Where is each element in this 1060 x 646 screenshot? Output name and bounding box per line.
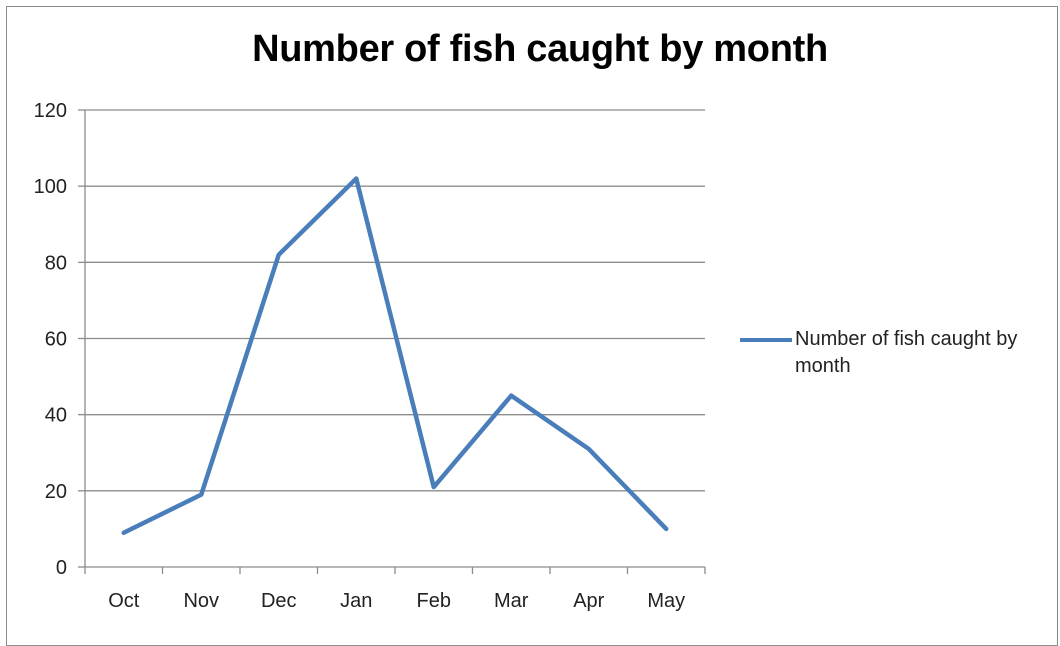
y-tick-label-0: 0 xyxy=(56,557,67,579)
x-tick-label-feb: Feb xyxy=(417,590,451,612)
x-tick-label-mar: Mar xyxy=(494,590,529,612)
line-chart: 0 20 40 60 80 100 120 Oct Nov Dec Jan Feb Mar Apr May xyxy=(0,0,1060,623)
series-layer xyxy=(124,178,667,532)
y-tick-label-100: 100 xyxy=(34,176,67,198)
gridlines xyxy=(85,110,705,491)
x-tick-label-oct: Oct xyxy=(108,590,140,612)
x-tick-label-dec: Dec xyxy=(261,590,297,612)
y-tick-label-80: 80 xyxy=(45,252,67,274)
x-tick-label-apr: Apr xyxy=(573,590,604,612)
tick-labels: 0 20 40 60 80 100 120 Oct Nov Dec Jan Feb Mar Apr May xyxy=(34,100,686,612)
legend-swatch xyxy=(740,338,792,342)
y-tick-label-20: 20 xyxy=(45,481,67,503)
axes xyxy=(78,110,705,574)
legend-label: Number of fish caught by month xyxy=(795,326,1055,380)
x-tick-label-may: May xyxy=(647,590,685,612)
x-tick-label-nov: Nov xyxy=(183,590,219,612)
series-line-0 xyxy=(124,179,667,533)
y-tick-label-120: 120 xyxy=(34,100,67,122)
y-tick-label-60: 60 xyxy=(45,329,67,351)
y-tick-label-40: 40 xyxy=(45,405,67,427)
x-tick-label-jan: Jan xyxy=(340,590,372,612)
